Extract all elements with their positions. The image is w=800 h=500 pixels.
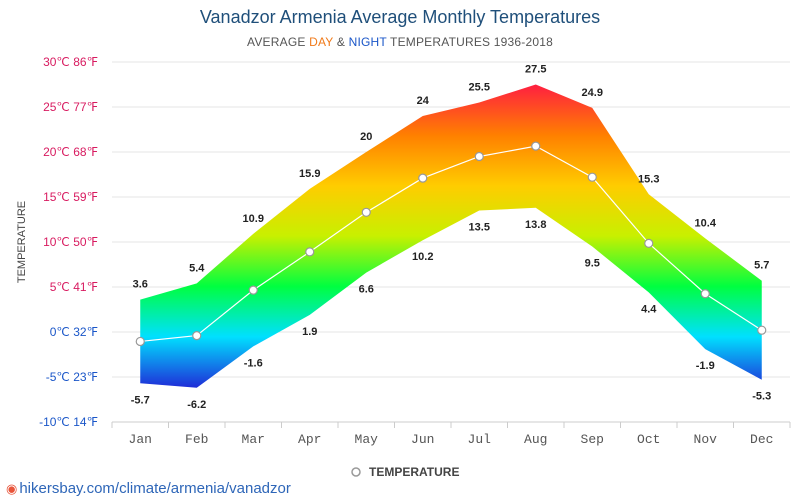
night-value-label: -5.7 xyxy=(131,394,150,406)
y-tick-label: 25℃ 77℉ xyxy=(43,100,98,114)
y-tick-label: 15℃ 59℉ xyxy=(43,190,98,204)
day-value-label: 15.9 xyxy=(299,168,320,180)
average-point xyxy=(135,336,145,347)
average-point xyxy=(305,247,315,257)
x-tick-label: Sep xyxy=(581,432,604,447)
day-value-label: 27.5 xyxy=(525,64,546,76)
night-value-label: -1.9 xyxy=(696,360,715,372)
y-axis-label: TEMPERATURE xyxy=(16,201,28,283)
subtitle-amp: & xyxy=(336,35,346,49)
average-point xyxy=(248,285,258,295)
legend-label[interactable]: TEMPERATURE xyxy=(369,465,459,479)
night-value-label: -6.2 xyxy=(187,399,206,411)
x-tick-label: Mar xyxy=(242,432,265,447)
x-tick-label: Nov xyxy=(694,432,718,447)
night-value-label: 10.2 xyxy=(412,251,433,263)
x-tick-label: Jan xyxy=(129,432,152,447)
average-point xyxy=(757,325,767,335)
subtitle-prefix: AVERAGE xyxy=(247,35,306,49)
x-tick-label: Apr xyxy=(298,432,321,447)
average-point xyxy=(587,172,597,182)
average-point xyxy=(700,289,710,299)
day-value-labels: 3.6 5.4 10.9 15.9 20 24 25.5 27.5 24.9 15.3 10.4 5.… xyxy=(133,64,770,291)
night-value-label: 9.5 xyxy=(585,258,600,270)
day-value-label: 15.3 xyxy=(638,173,659,185)
average-point xyxy=(418,173,428,183)
day-value-label: 24.9 xyxy=(582,87,603,99)
day-value-label: 5.7 xyxy=(754,260,769,272)
average-point xyxy=(644,238,654,248)
y-tick-label: 5℃ 41℉ xyxy=(50,280,98,294)
chart-title: Vanadzor Armenia Average Monthly Tempera… xyxy=(199,7,601,27)
x-tick-label: Dec xyxy=(750,432,773,447)
legend-marker[interactable] xyxy=(351,467,361,477)
temperature-band xyxy=(140,84,762,388)
x-tick-label: Oct xyxy=(637,432,660,447)
day-value-label: 5.4 xyxy=(189,262,205,274)
day-value-label: 10.4 xyxy=(695,217,717,229)
average-temperature-points xyxy=(135,141,767,347)
average-point xyxy=(531,141,541,151)
legend: TEMPERATURE xyxy=(351,465,459,479)
location-pin-icon: ◉ xyxy=(6,481,18,496)
y-axis-ticks: 30℃ 86℉ 25℃ 77℉ 20℃ 68℉ 15℃ 59℉ 10℃ 50℉ 5℃ 41… xyxy=(39,55,98,429)
night-value-label: 13.8 xyxy=(525,219,546,231)
x-tick-label: Feb xyxy=(185,432,208,447)
night-value-label: 6.6 xyxy=(359,284,374,296)
average-point xyxy=(361,207,371,217)
subtitle-day: DAY xyxy=(309,35,334,49)
night-value-label: -5.3 xyxy=(752,391,771,403)
subtitle-suffix: TEMPERATURES 1936-2018 xyxy=(390,35,553,49)
source-url[interactable]: hikersbay.com/climate/armenia/vanadzor xyxy=(19,480,291,497)
day-value-label: 24 xyxy=(417,95,430,107)
x-tick-label: Jul xyxy=(468,432,492,447)
night-value-labels: -5.7 -6.2 -1.6 1.9 6.6 10.2 13.5 13.8 9.5 4.4 -1.9… xyxy=(131,219,771,411)
x-axis: Jan Feb Mar Apr May Jun Jul Aug Sep Oct Nov Dec xyxy=(111,421,791,447)
source-link[interactable]: ◉ hikersbay.com/climate/armenia/vanadzor xyxy=(6,480,291,497)
night-value-label: 13.5 xyxy=(469,222,490,234)
chart-subtitle: AVERAGE DAY & NIGHT TEMPERATURES 1936-20… xyxy=(0,35,800,49)
x-tick-label: May xyxy=(355,432,379,447)
x-tick-label: Jun xyxy=(411,432,434,447)
night-value-label: 4.4 xyxy=(641,303,657,315)
day-value-label: 20 xyxy=(360,131,372,143)
y-tick-label: 0℃ 32℉ xyxy=(50,325,98,339)
night-value-label: 1.9 xyxy=(302,326,317,338)
x-tick-label: Aug xyxy=(524,432,547,447)
average-point xyxy=(474,151,484,162)
average-temperature-line xyxy=(140,145,763,343)
y-tick-label: 20℃ 68℉ xyxy=(43,145,98,159)
y-tick-label: -5℃ 23℉ xyxy=(46,370,98,384)
subtitle-night: NIGHT xyxy=(348,35,387,49)
day-value-label: 25.5 xyxy=(469,82,490,94)
y-tick-label: -10℃ 14℉ xyxy=(39,415,98,429)
night-value-label: -1.6 xyxy=(244,357,263,369)
average-point xyxy=(192,331,202,341)
y-tick-label: 10℃ 50℉ xyxy=(43,235,98,249)
day-value-label: 10.9 xyxy=(243,213,264,225)
y-tick-label: 30℃ 86℉ xyxy=(43,55,98,69)
day-value-label: 3.6 xyxy=(133,279,148,291)
